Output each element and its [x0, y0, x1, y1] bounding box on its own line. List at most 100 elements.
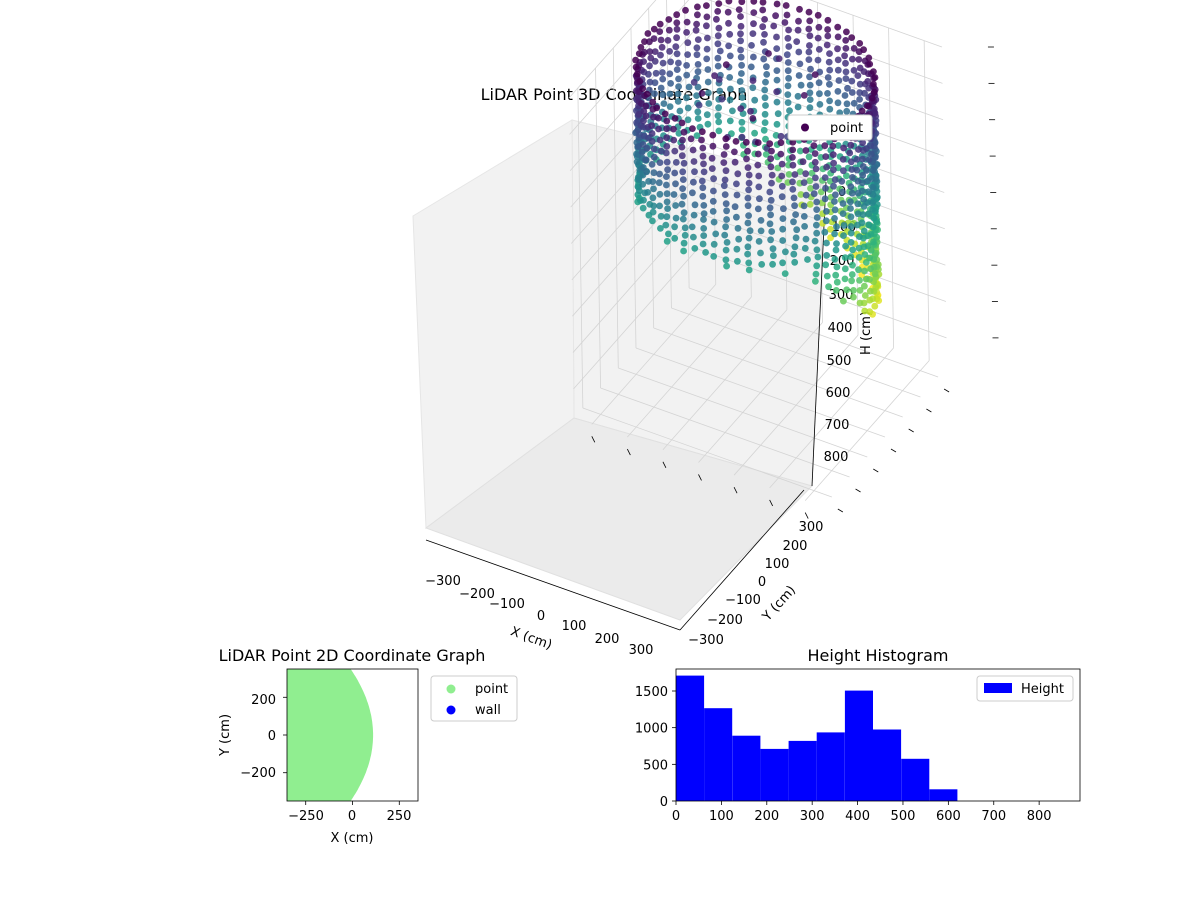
scatter-point: [673, 159, 680, 166]
scatter-point: [774, 1, 781, 8]
scatter-point: [813, 183, 820, 190]
scatter-point: [804, 256, 811, 263]
scatter-point: [785, 75, 792, 82]
scatter-point: [671, 223, 678, 230]
scatter-point: [656, 203, 663, 210]
scatter-point: [855, 56, 862, 63]
scatter-point: [648, 122, 655, 129]
scatter-point: [848, 213, 855, 220]
scatter-point: [695, 61, 702, 68]
scatter-point: [816, 46, 823, 53]
scatter-point: [692, 201, 699, 208]
scatter-point: [835, 57, 842, 64]
scatter-point: [869, 95, 876, 102]
scatter-point: [812, 175, 819, 182]
scatter-point: [679, 120, 686, 127]
scatter-point: [778, 133, 785, 140]
scatter-point: [757, 250, 764, 257]
z-tick-label: 400: [828, 321, 853, 336]
scatter-point: [705, 66, 712, 73]
scatter-point: [779, 183, 786, 190]
scatter-point: [860, 196, 867, 203]
scatter-point: [793, 38, 800, 45]
scatter-point: [823, 217, 830, 224]
scatter-point: [700, 161, 707, 168]
scatter-point: [806, 9, 813, 16]
scatter-point: [649, 178, 656, 185]
scatter-point: [721, 182, 728, 189]
scatter-point: [812, 238, 819, 245]
scatter-point: [705, 90, 712, 97]
scatter-point: [675, 60, 682, 67]
scatter-point: [796, 72, 803, 79]
scatter-point: [689, 189, 696, 196]
scatter-point: [664, 166, 671, 173]
scatter-point: [734, 192, 741, 199]
scatter-point: [786, 107, 793, 114]
scatter-point: [825, 17, 832, 24]
scatter-point: [739, 126, 746, 133]
scatter-point: [785, 27, 792, 34]
scatter-point: [789, 147, 796, 154]
scatter-point: [807, 96, 814, 103]
scatter-point: [842, 37, 849, 44]
scatter-point: [856, 96, 863, 103]
scatter-point: [848, 230, 855, 237]
scatter-point: [667, 103, 674, 110]
scatter-point: [650, 186, 657, 193]
scatter-point: [784, 51, 791, 58]
scatter-point: [664, 238, 671, 245]
scatter-point: [812, 150, 819, 157]
histogram-bar: [873, 730, 901, 802]
scatter-point: [812, 159, 819, 166]
scatter-point: [636, 78, 643, 85]
scatter-point: [705, 100, 712, 107]
x-tick-label: 300: [800, 809, 825, 824]
scatter-point: [651, 154, 658, 161]
scatter-point: [793, 226, 800, 233]
scatter-point: [709, 155, 716, 162]
scatter-point: [849, 247, 856, 254]
scatter-point: [834, 264, 841, 271]
scatter-point: [699, 184, 706, 191]
x-tick-label: 0: [348, 809, 356, 824]
scatter-point: [789, 154, 796, 161]
histogram-bar: [676, 676, 704, 801]
scatter-point: [792, 211, 799, 218]
scatter-point: [834, 279, 841, 286]
scatter-point: [680, 216, 687, 223]
scatter-point: [791, 202, 798, 209]
scatter-point: [745, 187, 752, 194]
scatter-point: [664, 199, 671, 206]
scatter-point: [813, 230, 820, 237]
scatter-point: [659, 76, 666, 83]
scatter-point: [843, 286, 850, 293]
scatter-point: [636, 50, 643, 57]
scatter-point: [782, 248, 789, 255]
scatter-point: [681, 160, 688, 167]
scatter-point: [824, 273, 831, 280]
scatter-point: [766, 140, 773, 147]
scatter-point: [679, 137, 686, 144]
scatter-point: [710, 198, 717, 205]
scatter-point: [765, 50, 772, 57]
scatter-point: [715, 0, 722, 7]
scatter-point: [773, 88, 780, 95]
scatter-point: [745, 164, 752, 171]
scatter-point: [821, 229, 828, 236]
scatter-point: [849, 190, 856, 197]
scatter-point: [806, 18, 813, 25]
scatter-point: [683, 62, 690, 69]
scatter-point: [773, 34, 780, 41]
scatter-point: [732, 203, 739, 210]
scatter-point: [801, 92, 808, 99]
x-tick-label: 250: [387, 809, 412, 824]
scatter-point: [779, 193, 786, 200]
scatter-point: [866, 210, 873, 217]
scatter-point: [694, 44, 701, 51]
scatter-point: [826, 67, 833, 74]
scatter-point: [761, 16, 768, 23]
scatter-point: [672, 202, 679, 209]
scatter-point: [665, 231, 672, 238]
scatter-point: [717, 48, 724, 55]
